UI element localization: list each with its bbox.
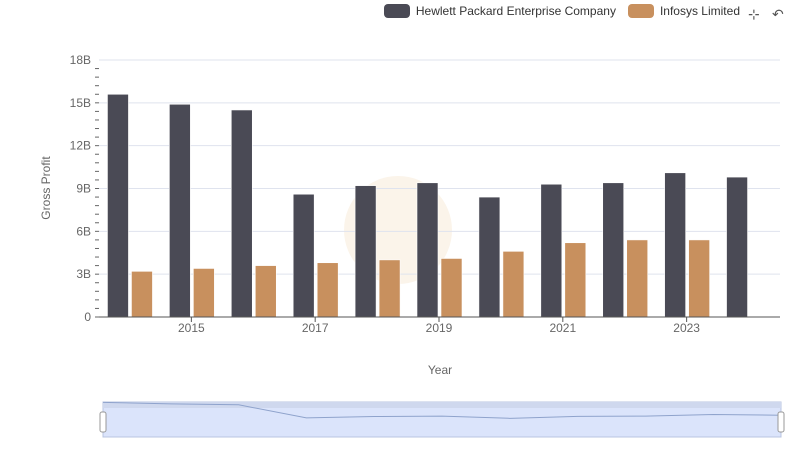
bar-hpe-2024 <box>726 176 748 318</box>
bar-infosys-2020 <box>502 251 525 318</box>
y-axis-title: Gross Profit <box>39 156 53 220</box>
y-tick-label: 0 <box>84 310 91 324</box>
crosshair-zoom-icon[interactable]: ⊹ <box>748 6 760 22</box>
legend: Hewlett Packard Enterprise Company Infos… <box>383 4 740 18</box>
y-tick-label: 3B <box>76 267 91 281</box>
bar-hpe-2016 <box>230 109 253 318</box>
bar-infosys-2022 <box>626 239 649 318</box>
bar-hpe-2015 <box>169 103 191 318</box>
bar-infosys-2017 <box>316 262 339 318</box>
y-tick-label: 12B <box>70 139 91 153</box>
x-tick-label: 2021 <box>549 321 576 335</box>
navigator-handle-right <box>777 411 785 433</box>
legend-swatch <box>627 4 654 18</box>
legend-item-hpe[interactable]: Hewlett Packard Enterprise Company <box>383 4 616 18</box>
legend-item-infosys[interactable]: Infosys Limited <box>627 4 740 18</box>
navigator-scrollbar <box>103 402 781 408</box>
bar-hpe-2018 <box>354 185 377 318</box>
x-tick-label: 2017 <box>302 321 329 335</box>
legend-label: Hewlett Packard Enterprise Company <box>415 4 616 18</box>
y-tick-label: 18B <box>70 53 91 67</box>
x-axis-title: Year <box>428 363 452 377</box>
x-tick-label: 2019 <box>426 321 453 335</box>
navigator-series-line <box>102 401 782 419</box>
legend-swatch <box>383 4 410 18</box>
bar-infosys-2014 <box>131 271 153 318</box>
bar-hpe-2017 <box>292 193 315 318</box>
y-tick-label: 15B <box>70 96 91 110</box>
bar-hpe-2014 <box>107 93 129 318</box>
bar-hpe-2022 <box>602 182 625 318</box>
bar-hpe-2020 <box>478 196 501 318</box>
bar-hpe-2021 <box>540 183 563 318</box>
bar-hpe-2023 <box>664 172 686 318</box>
y-tick-label: 9B <box>76 182 91 196</box>
reset-zoom-icon[interactable]: ↶ <box>772 6 784 22</box>
legend-label: Infosys Limited <box>659 4 740 18</box>
bar-infosys-2023 <box>688 239 710 318</box>
bar-infosys-2015 <box>193 268 215 318</box>
bar-infosys-2019 <box>440 258 463 318</box>
x-tick-label: 2015 <box>178 321 205 335</box>
bar-infosys-2021 <box>564 242 587 318</box>
navigator-handle-left <box>99 411 107 433</box>
bar-infosys-2018 <box>378 259 401 318</box>
bar-infosys-2016 <box>254 265 277 318</box>
bar-hpe-2019 <box>416 182 439 318</box>
x-tick-label: 2023 <box>673 321 700 335</box>
y-tick-label: 6B <box>76 224 91 238</box>
